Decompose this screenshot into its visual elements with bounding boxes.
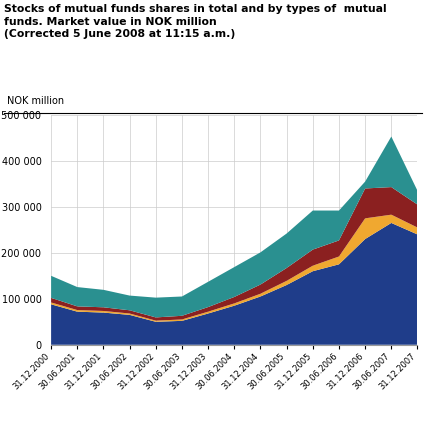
Text: Stocks of mutual funds shares in total and by types of  mutual
funds. Market val: Stocks of mutual funds shares in total a…: [4, 4, 387, 39]
Text: NOK million: NOK million: [7, 96, 64, 106]
